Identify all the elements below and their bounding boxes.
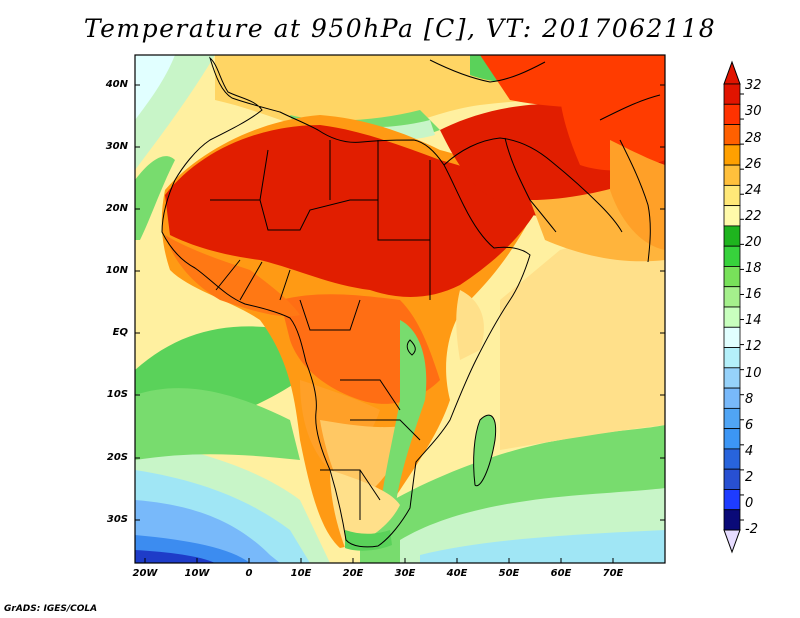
lat-label-30s: 30S (106, 514, 128, 525)
colorbar-top-triangle (723, 60, 741, 85)
colorbar-label-20: 20 (745, 235, 762, 250)
colorbar-label-14: 14 (745, 313, 762, 328)
map-title: Temperature at 950hPa [C], VT: 201706211… (83, 14, 717, 43)
colorbar-label-32: 32 (745, 78, 762, 93)
map-frame (134, 54, 666, 564)
lat-label-30n: 30N (105, 141, 128, 152)
colorbar-segment (723, 387, 741, 409)
lon-label-60e: 60E (550, 568, 572, 579)
colorbar-segment (723, 407, 741, 430)
lon-label-20w: 20W (132, 568, 158, 579)
colorbar-segment (723, 448, 741, 470)
colorbar-segment (723, 103, 741, 125)
lon-label-70e: 70E (602, 568, 624, 579)
lon-label-10w: 10W (184, 568, 210, 579)
colorbar-label-0: 0 (745, 496, 754, 511)
colorbar-bottom-triangle (723, 529, 741, 554)
colorbar-label-4: 4 (745, 444, 754, 459)
lon-label-20e: 20E (342, 568, 364, 579)
colorbar-segment (723, 326, 741, 348)
axis-ticks (135, 84, 665, 563)
colorbar-segment (723, 468, 741, 490)
colorbar-segment (723, 124, 741, 146)
lon-label-30e: 30E (394, 568, 416, 579)
colorbar-segment (723, 205, 741, 227)
colorbar-label-10: 10 (745, 366, 762, 381)
colorbar-segment (723, 286, 741, 308)
colorbar-label-26: 26 (745, 157, 762, 172)
colorbar-label-6: 6 (745, 418, 754, 433)
colorbar-segment (723, 347, 741, 369)
colorbar-label-24: 24 (745, 183, 762, 198)
temperature-field (135, 55, 665, 563)
lat-label-20n: 20N (105, 203, 128, 214)
credit-text: GrADS: IGES/COLA (4, 604, 98, 614)
colorbar-segment (723, 225, 741, 247)
colorbar-segment (723, 266, 741, 288)
colorbar-label-22: 22 (745, 209, 762, 224)
colorbar-segment (723, 367, 741, 389)
lon-label-10e: 10E (290, 568, 312, 579)
colorbar-segment (723, 489, 741, 511)
lat-label-20s: 20S (106, 452, 128, 463)
colorbar-label-18: 18 (745, 261, 762, 276)
colorbar (723, 60, 744, 554)
colorbar-segment (723, 83, 741, 105)
colorbar-segment (723, 144, 741, 166)
colorbar-label-minus2: -2 (745, 522, 758, 537)
colorbar-segment (723, 164, 741, 186)
colorbar-label-8: 8 (745, 392, 754, 407)
colorbar-label-28: 28 (745, 131, 762, 146)
colorbar-label-16: 16 (745, 287, 762, 302)
lon-label-50e: 50E (498, 568, 520, 579)
colorbar-segment (723, 184, 741, 207)
colorbar-segment (723, 428, 741, 450)
colorbar-label-12: 12 (745, 339, 762, 354)
colorbar-segment (723, 306, 741, 328)
colorbar-label-2: 2 (745, 470, 754, 485)
lat-label-10n: 10N (105, 265, 128, 276)
colorbar-label-30: 30 (745, 104, 762, 119)
lat-label-10s: 10S (106, 389, 128, 400)
lon-label-0: 0 (245, 568, 253, 579)
colorbar-segment (723, 509, 741, 531)
coastlines (161, 56, 661, 548)
lat-label-eq: EQ (112, 327, 128, 338)
lon-label-40e: 40E (446, 568, 468, 579)
lat-label-40n: 40N (105, 79, 128, 90)
colorbar-segment (723, 245, 741, 267)
